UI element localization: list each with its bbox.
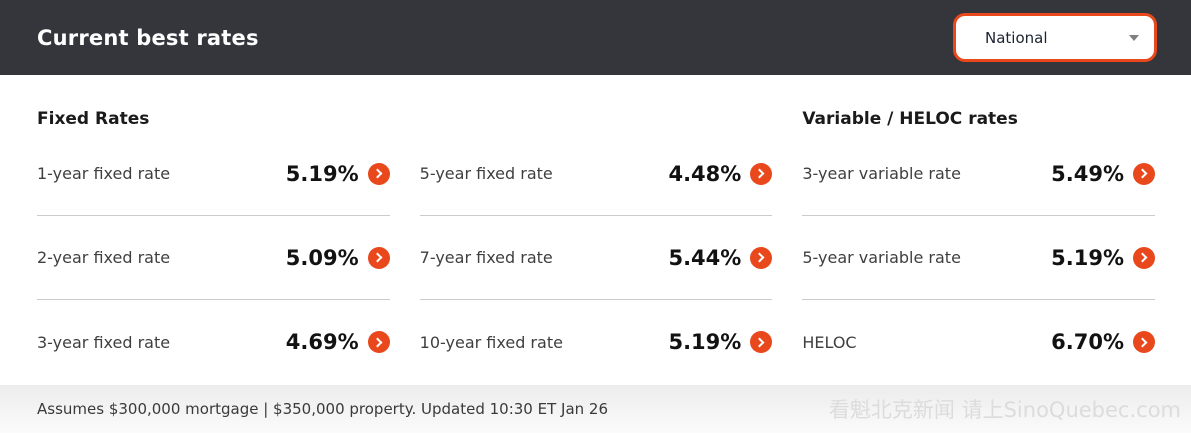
region-select-dropdown[interactable]: National [953,13,1157,62]
rate-row-3yr-fixed: 3-year fixed rate 4.69% [37,300,390,384]
fixed-rates-heading: Fixed Rates [37,109,150,129]
rate-label: 1-year fixed rate [37,164,171,183]
rate-row-7yr-fixed: 7-year fixed rate 5.44% [419,216,773,300]
rates-grid: Fixed Rates 1-year fixed rate 5.19% 2-ye… [37,75,1155,384]
footer: Assumes $300,000 mortgage | $350,000 pro… [0,385,1191,433]
rate-label: 5-year variable rate [802,248,961,267]
rate-label: 3-year variable rate [802,164,961,183]
rate-row-10yr-fixed: 10-year fixed rate 5.19% [420,300,773,384]
rate-value: 4.69% [285,330,359,354]
chevron-right-glyph [1137,337,1148,347]
fixed-rates-column-1: Fixed Rates 1-year fixed rate 5.19% 2-ye… [37,75,390,384]
arrow-right-icon[interactable] [750,162,773,185]
rates-card: Fixed Rates 1-year fixed rate 5.19% 2-ye… [0,75,1191,385]
rate-label: 5-year fixed rate [419,164,553,183]
rate-row-5yr-variable: 5-year variable rate 5.19% [802,216,1155,300]
chevron-right-glyph [372,252,383,263]
arrow-right-icon[interactable] [1132,246,1155,269]
rate-label: HELOC [802,332,857,352]
page-title: Current best rates [37,25,259,50]
chevron-right-glyph [1137,252,1148,263]
region-select-value: National [985,28,1048,47]
chevron-right-glyph [372,337,383,347]
rate-value: 5.19% [1051,245,1124,270]
arrow-right-icon[interactable] [367,331,390,353]
header-bar: Current best rates National [0,0,1191,75]
assumptions-note: Assumes $300,000 mortgage | $350,000 pro… [37,400,608,418]
rate-value: 6.70% [1051,330,1124,354]
rate-row-heloc: HELOC 6.70% [802,300,1155,384]
chevron-right-glyph [754,168,765,179]
fixed-rates-heading-spacer [420,75,773,132]
rate-value: 5.19% [668,330,742,354]
rate-value: 5.09% [285,245,359,270]
chevron-right-glyph [754,252,765,263]
arrow-right-icon[interactable] [750,246,773,269]
fixed-rates-column-2: 5-year fixed rate 4.48% 7-year fixed rat… [419,75,773,384]
chevron-down-icon [1129,34,1139,41]
rate-value: 5.49% [1051,161,1124,186]
chevron-right-glyph [754,337,765,347]
rate-value: 5.44% [668,245,742,270]
arrow-right-icon[interactable] [367,246,390,269]
rate-label: 2-year fixed rate [37,248,171,267]
rate-row-1yr-fixed: 1-year fixed rate 5.19% [37,132,390,216]
rate-row-5yr-fixed: 5-year fixed rate 4.48% [419,132,773,216]
rate-value: 5.19% [285,161,359,186]
arrow-right-icon[interactable] [367,162,390,185]
watermark-text: 看魁北克新闻 请上SinoQuebec.com [828,398,1181,422]
chevron-right-glyph [372,168,383,179]
arrow-right-icon[interactable] [750,331,773,353]
arrow-right-icon[interactable] [1132,162,1155,185]
rate-label: 10-year fixed rate [419,332,563,352]
chevron-right-glyph [1137,168,1148,179]
variable-heloc-column: Variable / HELOC rates 3-year variable r… [802,75,1155,384]
variable-heloc-heading: Variable / HELOC rates [802,109,1018,129]
rate-value: 4.48% [668,161,742,186]
rate-row-2yr-fixed: 2-year fixed rate 5.09% [37,216,390,300]
rate-label: 7-year fixed rate [419,248,553,267]
rate-row-3yr-variable: 3-year variable rate 5.49% [802,132,1155,216]
rate-label: 3-year fixed rate [37,332,171,352]
arrow-right-icon[interactable] [1132,331,1155,353]
